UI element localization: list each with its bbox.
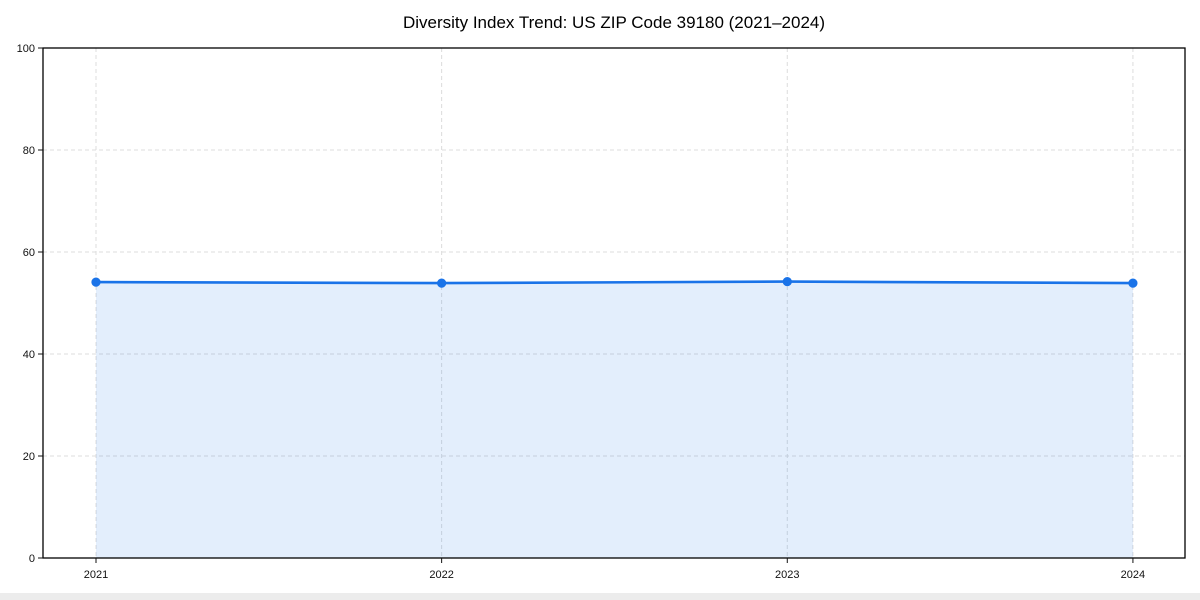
y-tick-label: 0 bbox=[29, 553, 35, 565]
y-tick-label: 40 bbox=[23, 349, 35, 361]
plot-border bbox=[42, 47, 1186, 559]
x-tick-label: 2023 bbox=[775, 569, 799, 581]
x-tick-label: 2022 bbox=[429, 569, 453, 581]
trend-line bbox=[94, 280, 1135, 285]
data-point-marker-2024 bbox=[1128, 278, 1138, 288]
y-tick-label: 60 bbox=[23, 247, 35, 259]
bottom-edge-strip bbox=[0, 593, 1200, 600]
x-tick-label: 2024 bbox=[1121, 569, 1145, 581]
chart-title: Diversity Index Trend: US ZIP Code 39180… bbox=[402, 13, 826, 32]
y-tick-label: 80 bbox=[23, 145, 35, 157]
data-point-marker-2023 bbox=[782, 276, 792, 287]
x-tick-label: 2021 bbox=[84, 569, 108, 581]
area-fill bbox=[95, 281, 1133, 558]
data-point-marker-2022 bbox=[437, 278, 447, 288]
y-tick-label: 20 bbox=[23, 451, 35, 463]
data-point-marker-2021 bbox=[91, 277, 101, 287]
y-tick-label: 100 bbox=[17, 43, 35, 55]
